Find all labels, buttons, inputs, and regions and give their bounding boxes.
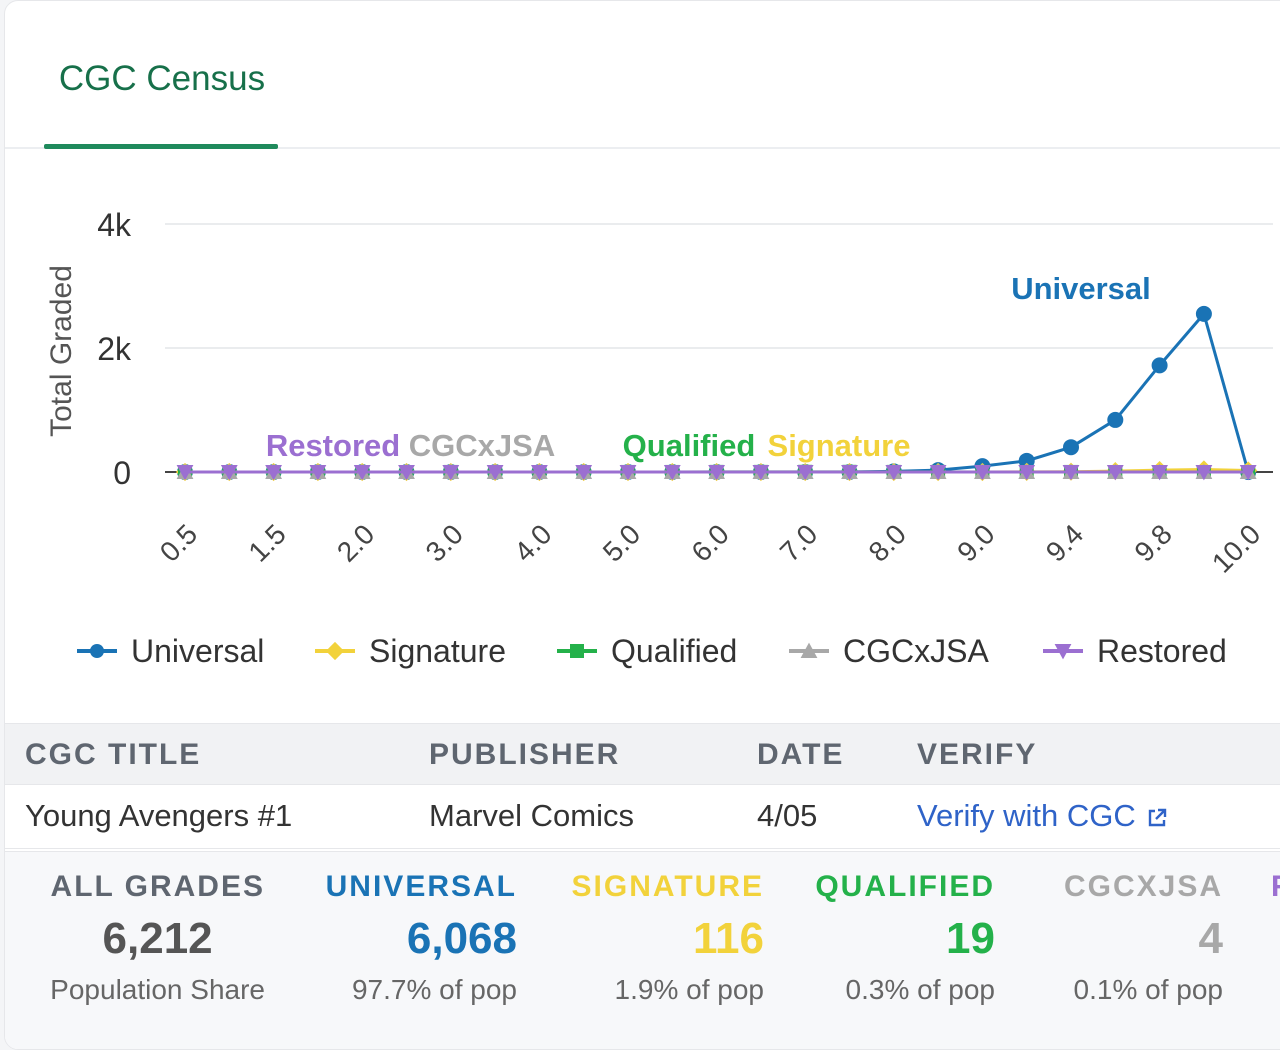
legend-marker-universal xyxy=(90,644,104,658)
table-header: CGC TITLE PUBLISHER DATE VERIFY xyxy=(5,723,1280,785)
stat-all-sub: Population Share xyxy=(50,974,265,1006)
verify-link-label: Verify with CGC xyxy=(917,798,1136,833)
annotation-signature: Signature xyxy=(768,428,911,463)
legend-marker-qualified xyxy=(570,644,584,658)
stat-qualified-sub: 0.3% of pop xyxy=(815,974,995,1006)
point-universal xyxy=(1107,412,1123,428)
stat-qualified: QUALIFIED 19 0.3% of pop xyxy=(815,870,995,1006)
tab-cgc-census[interactable]: CGC Census xyxy=(45,59,279,149)
stat-signature-label: SIGNATURE xyxy=(572,870,764,904)
stat-all-grades: ALL GRADES 6,212 Population Share xyxy=(50,870,265,1006)
stat-cgcxjsa: CGCXJSA 4 0.1% of pop xyxy=(1064,870,1223,1006)
x-tick-label: 9.8 xyxy=(1128,518,1177,567)
x-tick-label: 3.0 xyxy=(420,518,469,567)
stat-cgcxjsa-sub: 0.1% of pop xyxy=(1064,974,1223,1006)
point-universal xyxy=(1063,439,1079,455)
stat-restored: R xyxy=(1271,870,1280,904)
x-tick-label: 7.0 xyxy=(774,518,823,567)
tab-bar: CGC Census xyxy=(5,1,1280,149)
x-tick-label: 2.0 xyxy=(331,518,380,567)
y-tick-label: 4k xyxy=(97,207,132,243)
stat-universal-value: 6,068 xyxy=(326,914,517,964)
stat-all-label: ALL GRADES xyxy=(50,870,265,904)
x-tick-label: 1.5 xyxy=(242,518,291,567)
population-stats: ALL GRADES 6,212 Population Share UNIVER… xyxy=(5,851,1280,1050)
cell-publisher: Marvel Comics xyxy=(429,798,634,834)
cell-date: 4/05 xyxy=(757,798,817,834)
stat-restored-label: R xyxy=(1271,870,1280,904)
legend-item-signature[interactable]: Signature xyxy=(369,633,506,669)
y-tick-label: 0 xyxy=(113,455,131,491)
y-axis-title: Total Graded xyxy=(45,265,78,437)
cell-title: Young Avengers #1 xyxy=(25,798,292,834)
y-tick-label: 2k xyxy=(97,331,132,367)
x-tick-label: 9.0 xyxy=(951,518,1000,567)
point-universal xyxy=(1196,306,1212,322)
header-verify: VERIFY xyxy=(917,738,1037,772)
census-line-chart: 4k 2k 0 Total Graded 0.5 1.5 2.0 3.0 4.0 5.0 6.0 7.… xyxy=(5,151,1280,723)
x-tick-label: 10.0 xyxy=(1206,518,1266,578)
stat-signature: SIGNATURE 116 1.9% of pop xyxy=(572,870,764,1006)
stat-cgcxjsa-value: 4 xyxy=(1064,914,1223,964)
x-tick-label: 5.0 xyxy=(597,518,646,567)
x-tick-label: 6.0 xyxy=(685,518,734,567)
header-cgc-title: CGC TITLE xyxy=(25,738,201,772)
stat-universal-label: UNIVERSAL xyxy=(326,870,517,904)
stat-all-value: 6,212 xyxy=(50,914,265,964)
external-link-icon xyxy=(1146,807,1168,829)
legend-item-universal[interactable]: Universal xyxy=(131,633,264,669)
census-table: CGC TITLE PUBLISHER DATE VERIFY Young Av… xyxy=(5,723,1280,849)
stat-qualified-label: QUALIFIED xyxy=(815,870,995,904)
x-tick-label: 9.4 xyxy=(1040,518,1089,567)
x-tick-label: 4.0 xyxy=(508,518,557,567)
verify-with-cgc-link[interactable]: Verify with CGC xyxy=(917,798,1168,834)
legend-item-restored[interactable]: Restored xyxy=(1097,633,1227,669)
annotation-universal: Universal xyxy=(1011,271,1151,306)
point-universal xyxy=(1152,357,1168,373)
annotation-cgcxjsa: CGCxJSA xyxy=(409,428,555,463)
active-tab-indicator xyxy=(44,144,278,149)
census-card: CGC Census 4k 2k 0 Total Graded 0.5 1.5 2.0 3.0… xyxy=(4,0,1280,1050)
stat-signature-value: 116 xyxy=(572,914,764,964)
x-tick-label: 8.0 xyxy=(863,518,912,567)
stat-cgcxjsa-label: CGCXJSA xyxy=(1064,870,1223,904)
table-row: Young Avengers #1 Marvel Comics 4/05 Ver… xyxy=(5,785,1280,849)
legend-marker-signature xyxy=(326,642,344,660)
stat-qualified-value: 19 xyxy=(815,914,995,964)
stat-signature-sub: 1.9% of pop xyxy=(572,974,764,1006)
header-publisher: PUBLISHER xyxy=(429,738,620,772)
legend-item-qualified[interactable]: Qualified xyxy=(611,633,737,669)
annotation-restored: Restored xyxy=(266,428,400,463)
x-tick-label: 0.5 xyxy=(154,518,203,567)
stat-universal-sub: 97.7% of pop xyxy=(326,974,517,1006)
legend-item-cgcxjsa[interactable]: CGCxJSA xyxy=(843,633,989,669)
stat-universal: UNIVERSAL 6,068 97.7% of pop xyxy=(326,870,517,1006)
header-date: DATE xyxy=(757,738,844,772)
annotation-qualified: Qualified xyxy=(623,428,756,463)
